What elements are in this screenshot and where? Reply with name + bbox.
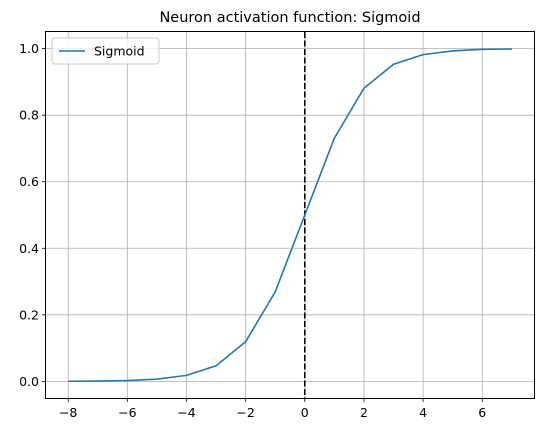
x-tick-label: −4 — [177, 405, 195, 420]
grid-layer — [46, 32, 534, 398]
legend-box — [51, 37, 160, 65]
series-line-sigmoid — [68, 48, 512, 383]
x-tick-label: −2 — [236, 405, 254, 420]
chart-title: Neuron activation function: Sigmoid — [159, 10, 420, 26]
x-axis-ticks: −8 −6 −4 −2 0 2 4 6 — [59, 398, 486, 420]
x-tick-label: 4 — [419, 405, 427, 420]
y-tick-label: 0.6 — [19, 174, 39, 189]
x-tick-label: 6 — [478, 405, 486, 420]
x-tick-label: 2 — [360, 405, 368, 420]
y-axis-ticks: 0.0 0.2 0.4 0.6 0.8 1.0 — [19, 41, 46, 389]
y-tick-label: 0.8 — [19, 108, 39, 123]
x-tick-label: 0 — [301, 405, 309, 420]
legend-label-sigmoid: Sigmoid — [94, 44, 145, 59]
series-layer — [68, 48, 512, 383]
y-tick-label: 0.0 — [19, 374, 39, 389]
x-tick-label: −8 — [59, 405, 77, 420]
y-tick-label: 0.2 — [19, 307, 39, 322]
x-tick-label: −6 — [118, 405, 136, 420]
y-tick-label: 0.4 — [19, 241, 39, 256]
plot-frame — [45, 31, 535, 399]
legend: Sigmoid — [51, 37, 160, 65]
y-tick-label: 1.0 — [19, 41, 39, 56]
